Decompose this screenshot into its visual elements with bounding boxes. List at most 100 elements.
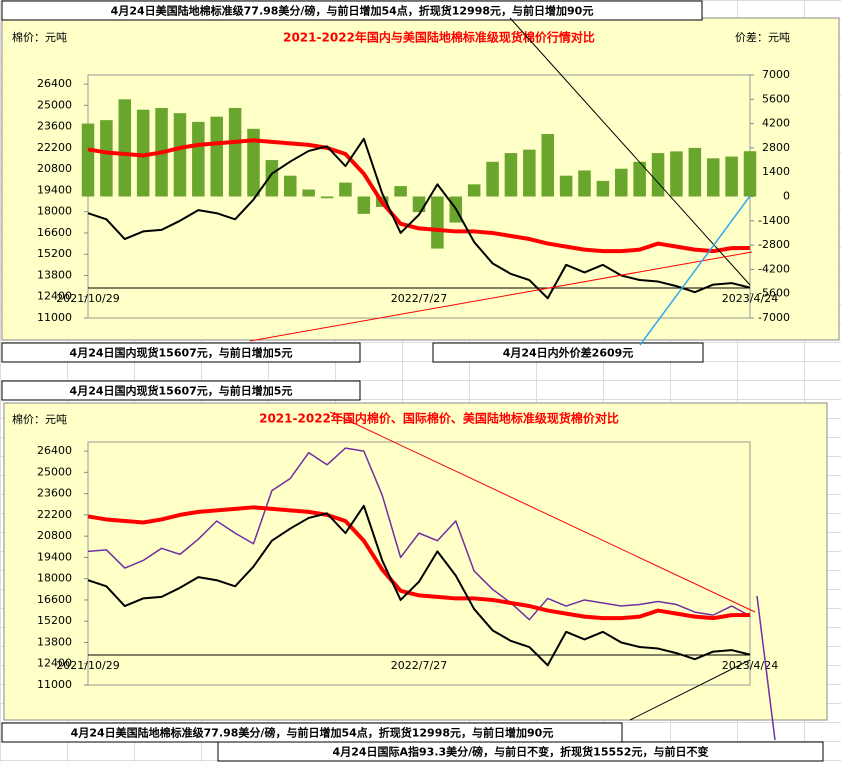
x-tick-label: 2023/4/24 — [722, 292, 778, 305]
connector — [509, 17, 751, 286]
bar — [504, 153, 518, 197]
y-tick-label: 25000 — [37, 465, 72, 478]
chart-title: 2021-2022年国内棉价、国际棉价、美国陆地标准级现货棉价对比 — [259, 411, 619, 426]
bar — [412, 196, 426, 213]
y-tick-label: 16600 — [37, 226, 72, 239]
x-tick-label: 2021/10/29 — [56, 659, 119, 672]
bar — [706, 158, 720, 197]
annotation: 4月24日国内现货15607元，与前日增加5元 — [70, 346, 293, 360]
connector — [756, 595, 776, 741]
bar — [81, 123, 95, 197]
bar — [192, 121, 205, 197]
y-tick-label: 13800 — [37, 268, 72, 281]
bar — [265, 160, 279, 197]
y-tick-label: 23600 — [37, 487, 72, 500]
bar — [651, 153, 665, 197]
bar — [559, 175, 573, 197]
connector — [249, 251, 753, 342]
bar — [284, 175, 297, 197]
line-series — [87, 505, 751, 621]
y2-tick-label: 5600 — [762, 92, 790, 105]
chart-2-frame — [3, 402, 828, 721]
x-tick-label: 2022/7/27 — [391, 292, 447, 305]
bar — [523, 149, 536, 197]
y-tick-label: 19400 — [37, 183, 72, 196]
y2-tick-label: -4200 — [758, 262, 790, 275]
connector — [629, 659, 751, 721]
bar — [173, 113, 187, 197]
bar — [725, 156, 738, 197]
connector — [639, 195, 751, 346]
bar — [118, 99, 132, 197]
bar — [302, 189, 315, 197]
annotation: 4月24日国内现货15607元，与前日增加5元 — [70, 384, 293, 398]
line-series — [87, 504, 751, 667]
plot-area — [87, 441, 751, 686]
bar — [228, 107, 242, 197]
annotation-box — [1, 342, 361, 363]
chart-title: 2021-2022年国内与美国陆地棉标准级现货棉价行情对比 — [283, 30, 595, 45]
y-tick-label: 11000 — [37, 678, 72, 691]
line-series — [87, 447, 751, 621]
y-tick-label: 15200 — [37, 247, 72, 260]
y-tick-label: 16600 — [37, 593, 72, 606]
bar — [743, 151, 757, 197]
bar — [394, 186, 407, 197]
y-tick-label: 23600 — [37, 120, 72, 133]
y2-tick-label: -2800 — [758, 238, 790, 251]
annotation: 4月24日美国陆地棉标准级77.98美分/磅，与前日增加54点，折现货12998… — [111, 4, 594, 18]
bar — [633, 161, 646, 197]
bar — [541, 134, 554, 197]
y2-tick-label: -7000 — [758, 311, 790, 324]
y-tick-label: 22200 — [37, 508, 72, 521]
line-series — [87, 137, 751, 300]
y-tick-label: 26400 — [37, 444, 72, 457]
y-tick-label: 26400 — [37, 77, 72, 90]
bar — [578, 170, 591, 197]
x-tick-label: 2021/10/29 — [56, 292, 119, 305]
bar — [467, 184, 481, 197]
bar — [357, 196, 371, 214]
bar — [431, 196, 444, 249]
y-tick-label: 11000 — [37, 311, 72, 324]
y-tick-label: 15200 — [37, 614, 72, 627]
y-axis-label: 棉价：元吨 — [12, 30, 67, 44]
bar — [210, 116, 223, 197]
y-tick-label: 12400 — [37, 290, 72, 303]
annotation: 4月24日国际A指93.3美分/磅，与前日不变，折现货15552元，与前日不变 — [333, 745, 709, 759]
y2-tick-label: 7000 — [762, 68, 790, 81]
y2-tick-label: 0 — [783, 190, 790, 203]
y2-tick-label: -1400 — [758, 214, 790, 227]
bar — [339, 182, 352, 197]
y-tick-label: 13800 — [37, 635, 72, 648]
bar — [486, 161, 499, 197]
y-tick-label: 18000 — [37, 572, 72, 585]
y2-tick-label: 4200 — [762, 117, 790, 130]
bar — [596, 180, 610, 197]
y-axis-label: 棉价：元吨 — [12, 412, 67, 426]
y-tick-label: 18000 — [37, 205, 72, 218]
y2-tick-label: -5600 — [758, 287, 790, 300]
y-tick-label: 22200 — [37, 141, 72, 154]
annotation-box — [432, 342, 704, 363]
y-tick-label: 12400 — [37, 657, 72, 670]
y2-tick-label: 1400 — [762, 165, 790, 178]
y2-axis-label: 价差：元吨 — [735, 30, 790, 44]
y-tick-label: 20800 — [37, 529, 72, 542]
annotation-box — [1, 380, 361, 401]
bar — [100, 120, 113, 197]
annotation: 4月24日内外价差2609元 — [503, 346, 634, 360]
y-tick-label: 20800 — [37, 162, 72, 175]
y-tick-label: 25000 — [37, 98, 72, 111]
bar — [670, 151, 683, 197]
bar — [615, 168, 628, 197]
line-series — [87, 138, 751, 254]
bar — [320, 196, 334, 199]
annotation-box — [217, 741, 824, 762]
connector — [329, 411, 756, 613]
y2-tick-label: 2800 — [762, 141, 790, 154]
annotation-box — [1, 0, 703, 21]
